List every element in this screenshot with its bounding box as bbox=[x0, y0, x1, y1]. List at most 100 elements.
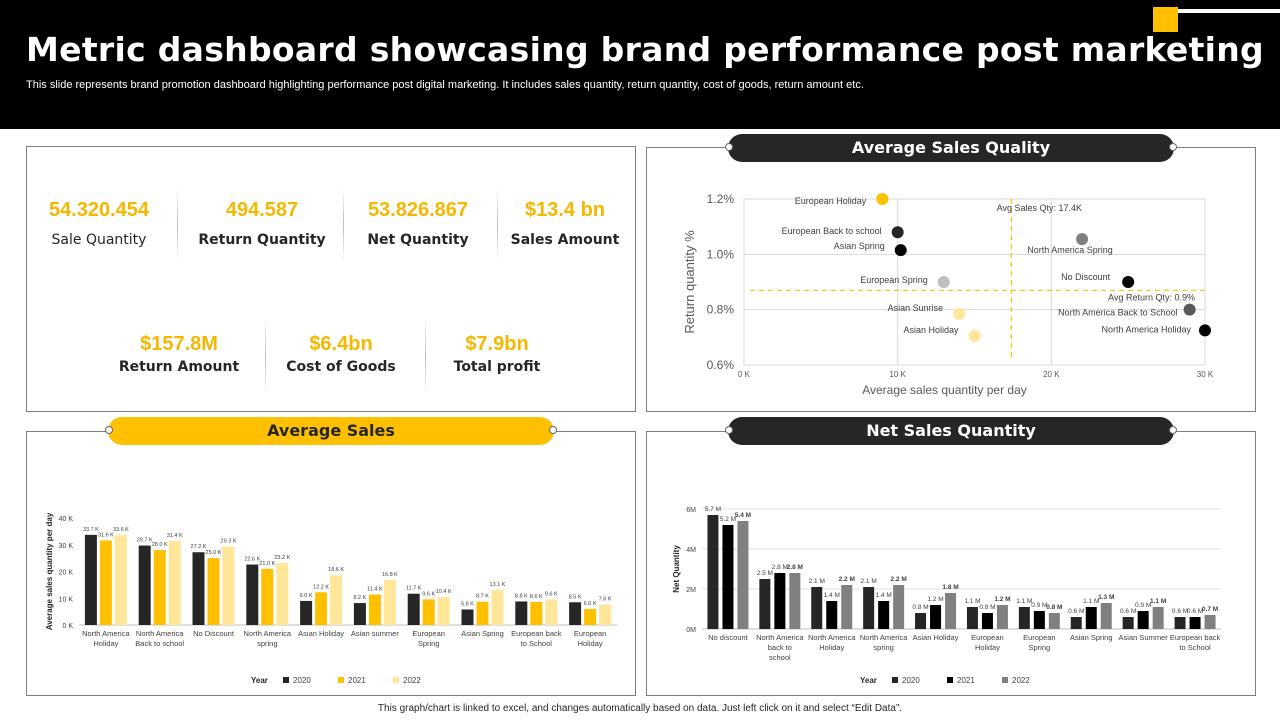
data-label: 1.2 M bbox=[994, 596, 1010, 603]
category-label: North America spring bbox=[244, 629, 292, 648]
bar bbox=[153, 550, 166, 625]
y-tick-label: 0.8% bbox=[707, 303, 735, 317]
data-label: 11.7 K bbox=[406, 586, 422, 592]
bar bbox=[353, 603, 366, 625]
kpi-label: Sale Quantity bbox=[51, 232, 147, 248]
kpi-divider bbox=[497, 187, 498, 263]
category-label: European back to School bbox=[511, 629, 562, 648]
category-label: European Spring bbox=[412, 629, 445, 648]
legend-swatch bbox=[1002, 677, 1008, 683]
x-tick-label: 10 K bbox=[889, 370, 906, 379]
data-label: 0.6 M bbox=[1187, 608, 1203, 615]
category-label: Asian Holiday bbox=[913, 633, 959, 642]
scatter-title-pill: Average Sales Quality bbox=[728, 134, 1174, 162]
data-label: 33.7 K bbox=[83, 527, 99, 533]
point-label: Asian Spring bbox=[834, 241, 885, 251]
data-label: 0.8 M bbox=[1046, 604, 1062, 611]
y-tick-label: 0M bbox=[686, 627, 696, 634]
scatter-point bbox=[876, 193, 889, 205]
data-label: 31.4 K bbox=[167, 533, 183, 539]
scatter-point bbox=[1122, 276, 1135, 288]
y-tick-label: 40 K bbox=[59, 516, 74, 523]
bar bbox=[276, 562, 289, 625]
scatter-point bbox=[1076, 233, 1089, 246]
bar bbox=[826, 601, 838, 629]
pill-endpoint bbox=[105, 426, 113, 434]
bar bbox=[966, 607, 978, 629]
category-label: North America Holiday bbox=[82, 629, 130, 648]
net-sales-title-pill: Net Sales Quantity bbox=[728, 417, 1174, 445]
category-label: North America back to school bbox=[756, 633, 804, 662]
pill-endpoint bbox=[549, 426, 557, 434]
bar bbox=[1048, 613, 1060, 629]
kpi-value: 54.320.454 bbox=[48, 199, 150, 221]
data-label: 0.8 M bbox=[979, 604, 995, 611]
data-label: 5.8 K bbox=[461, 601, 474, 607]
bar bbox=[1152, 607, 1164, 629]
kpi-value: 53.826.867 bbox=[367, 199, 469, 221]
bar bbox=[99, 540, 112, 625]
y-tick-label: 4M bbox=[686, 547, 696, 554]
data-label: 1.8 M bbox=[942, 584, 958, 591]
point-label: European Back to school bbox=[782, 226, 882, 236]
data-label: 0.6 M bbox=[1120, 608, 1136, 615]
page-subtitle: This slide represents brand promotion da… bbox=[26, 79, 864, 91]
category-label: European Spring bbox=[1023, 633, 1056, 652]
point-label: No Discount bbox=[1061, 272, 1111, 282]
bar bbox=[584, 608, 597, 625]
scatter-point bbox=[968, 329, 981, 342]
scatter-point bbox=[953, 307, 966, 320]
bar bbox=[789, 573, 801, 629]
bar bbox=[491, 589, 504, 625]
bar bbox=[192, 552, 205, 625]
bar bbox=[599, 604, 612, 625]
kpi-panel: 54.320.454 Sale Quantity 494.587 Return … bbox=[26, 146, 636, 412]
kpi-divider bbox=[177, 187, 178, 263]
point-label: North America Spring bbox=[1027, 245, 1113, 255]
net-sales-panel: 0M 2M 4M 6M Net Quantity 5.7 M 5.2 M 5.4 M No di… bbox=[646, 431, 1256, 696]
bar bbox=[261, 568, 274, 625]
point-label: North America Back to School bbox=[1058, 308, 1178, 318]
bar bbox=[383, 580, 396, 625]
data-label: 9.0 K bbox=[300, 593, 313, 599]
legend-swatch bbox=[947, 677, 953, 683]
data-label: 18.6 K bbox=[328, 567, 344, 573]
data-label: 1.4 M bbox=[824, 592, 840, 599]
data-label: 1.1 M bbox=[1083, 598, 1099, 605]
bar bbox=[1189, 617, 1201, 629]
y-tick-label: 0.6% bbox=[707, 358, 735, 372]
pill-endpoint bbox=[725, 143, 733, 151]
bar bbox=[759, 579, 771, 629]
y-axis-title: Return quantity % bbox=[682, 230, 697, 334]
y-tick-label: 6M bbox=[686, 507, 696, 514]
bar bbox=[737, 521, 749, 629]
data-label: 2.8 M bbox=[772, 564, 788, 571]
bar bbox=[1174, 617, 1186, 629]
legend-title: Year bbox=[860, 676, 877, 685]
data-label: 5.2 M bbox=[720, 516, 736, 523]
data-label: 2.8 M bbox=[787, 564, 803, 571]
data-label: 2.2 M bbox=[839, 576, 855, 583]
data-label: 0.6 M bbox=[1068, 608, 1084, 615]
data-label: 11.4 K bbox=[367, 587, 383, 593]
bar bbox=[1137, 611, 1149, 629]
data-label: 23.2 K bbox=[274, 555, 290, 561]
y-tick-label: 1.2% bbox=[707, 192, 735, 206]
header-bar: Metric dashboard showcasing brand perfor… bbox=[0, 0, 1280, 129]
kpi-label: Return Amount bbox=[118, 359, 240, 375]
category-label: Asian Summer bbox=[1119, 633, 1169, 642]
legend-label: 2021 bbox=[348, 676, 366, 685]
avg-sales-chart: 0 K 10 K 20 K 30 K 40 K Average sales quantit… bbox=[45, 512, 617, 685]
kpi-label: Net Quantity bbox=[367, 232, 469, 248]
bar bbox=[1204, 615, 1216, 629]
legend-swatch bbox=[338, 677, 344, 683]
category-label: Asian Holiday bbox=[298, 629, 344, 638]
bar bbox=[168, 541, 181, 625]
x-tick-label: 0 K bbox=[738, 370, 751, 379]
x-tick-label: 30 K bbox=[1197, 370, 1214, 379]
category-label: North America Back to school bbox=[135, 629, 184, 648]
category-label: Asian Spring bbox=[1070, 633, 1113, 642]
data-label: 2.1 M bbox=[809, 578, 825, 585]
page-title: Metric dashboard showcasing brand perfor… bbox=[26, 30, 1264, 69]
net-sales-chart: 0M 2M 4M 6M Net Quantity 5.7 M 5.2 M5.4 M No di… bbox=[672, 506, 1221, 685]
